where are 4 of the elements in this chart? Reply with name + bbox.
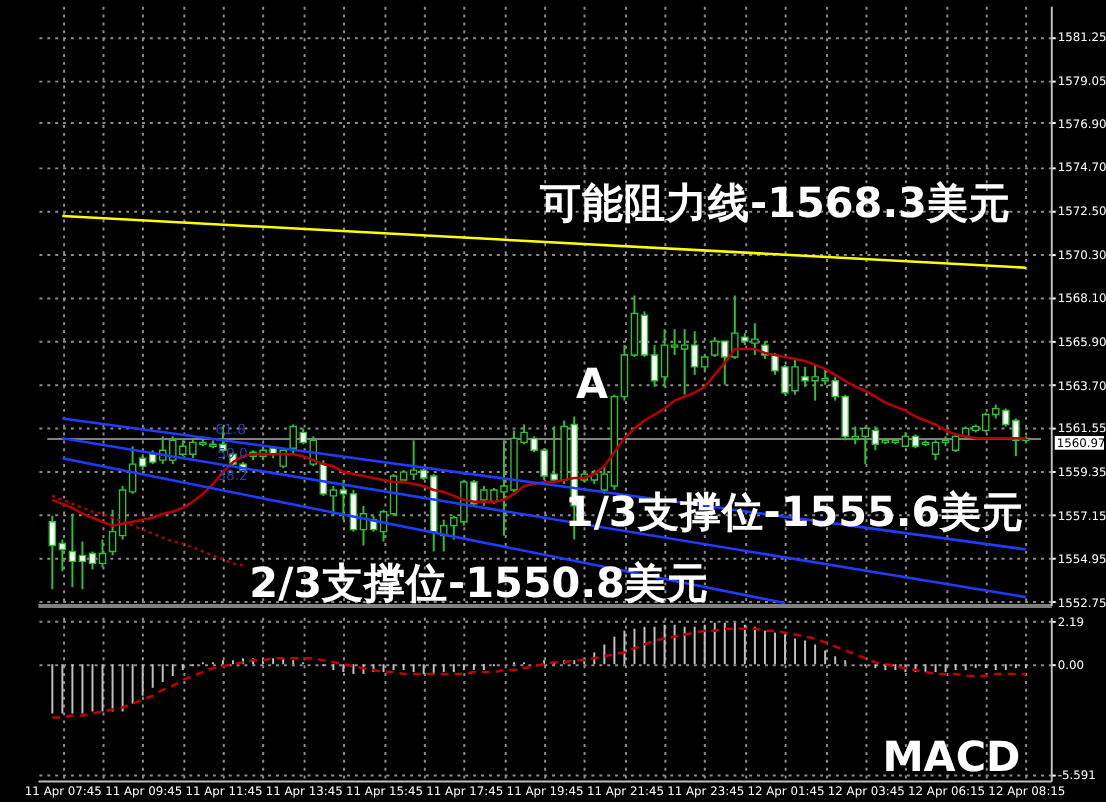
line-series (51, 627, 1028, 719)
annotation: MACD (882, 732, 1021, 781)
annotation: 可能阻力线-1568.3美元 (538, 178, 1011, 227)
annotation: A (575, 360, 608, 409)
